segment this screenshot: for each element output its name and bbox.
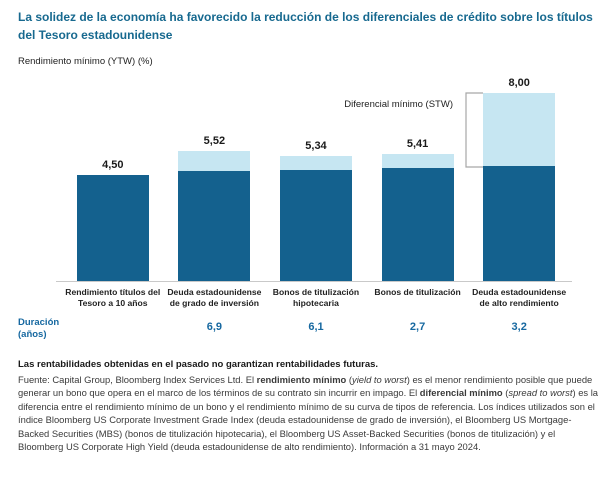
bar-value-label: 5,52 [203, 135, 226, 148]
x-axis-line [56, 281, 572, 282]
bar-segment-yield [76, 175, 149, 281]
bar [483, 92, 556, 281]
bar-value-label: 5,41 [406, 137, 429, 150]
bar-slot: 4,50 [62, 75, 164, 281]
bar-value-label: 8,00 [508, 76, 530, 89]
bar-segment-yield [178, 171, 251, 281]
category-label: Deuda estadounidense de grado de inversi… [167, 287, 262, 309]
bar-slot: 5,52 [164, 75, 266, 281]
bar [381, 153, 454, 281]
category-label: Bonos de titulización hipotecaria [272, 287, 360, 309]
bar-segment-spread [279, 155, 352, 170]
duration-values-row: 6,9 6,1 2,7 3,2 [62, 321, 570, 333]
bar-segment-yield [279, 169, 352, 281]
duration-value: 6,1 [308, 321, 324, 333]
bar-segment-spread [483, 92, 556, 166]
bar-slot: 5,34 [265, 75, 367, 281]
duration-axis-label: Duración (años) [18, 317, 60, 341]
page-title: La solidez de la economía ha favorecido … [18, 10, 593, 42]
source-note: Fuente: Capital Group, Bloomberg Index S… [18, 374, 598, 453]
bar-value-label: 5,34 [305, 139, 327, 152]
duration-value: 6,9 [206, 321, 223, 333]
duration-value: 3,2 [511, 321, 527, 333]
bar-slot: 5,41 [367, 75, 469, 281]
duration-value [62, 321, 164, 333]
category-label: Rendimiento títulos del Tesoro a 10 años [65, 287, 161, 309]
bar-segment-spread [178, 151, 251, 172]
bar [279, 155, 352, 281]
category-label: Bonos de titulización [374, 287, 461, 297]
category-label: Deuda estadounidense de alto rendimiento [472, 287, 567, 309]
bar-value-label: 4,50 [102, 159, 124, 172]
bar [178, 151, 251, 281]
bar-segment-spread [381, 153, 454, 168]
spread-annotation-label: Diferencial mínimo (STW) [344, 99, 453, 110]
bar-segment-yield [483, 165, 556, 281]
spread-bracket-icon [465, 92, 483, 168]
bar-chart-plot: 4,50 5,52 5,34 5,41 8,00 [62, 75, 570, 281]
duration-value: 2,7 [409, 321, 426, 333]
past-performance-disclaimer: Las rentabilidades obtenidas en el pasad… [18, 359, 379, 370]
bar-segment-yield [381, 168, 454, 281]
bar-slot: 8,00 [468, 75, 570, 281]
y-axis-label: Rendimiento mínimo (YTW) (%) [18, 56, 153, 67]
category-labels-row: Rendimiento títulos del Tesoro a 10 años… [62, 287, 570, 309]
bar [76, 175, 149, 281]
